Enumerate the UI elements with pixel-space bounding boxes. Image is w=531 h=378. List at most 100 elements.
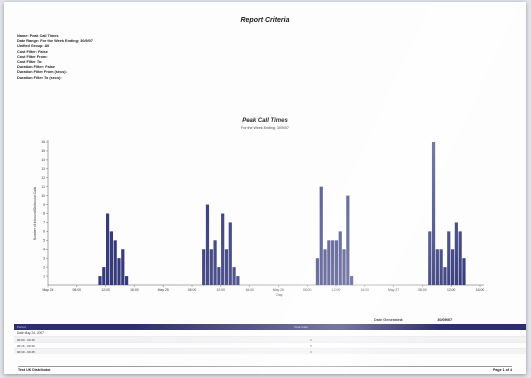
y-tick-label: 9 bbox=[43, 203, 45, 207]
bar-day4-2 bbox=[431, 142, 436, 285]
bar-day3-8 bbox=[342, 249, 346, 285]
x-tick-label: 08:00 bbox=[418, 288, 427, 292]
bar-day1-8 bbox=[125, 276, 129, 285]
bar-day3-6 bbox=[334, 240, 339, 285]
date-generated-row: Date Generated: 30/09/07 bbox=[374, 318, 452, 322]
criteria-unified-group: Unified Group: All bbox=[17, 44, 50, 49]
bar-day2-8 bbox=[228, 222, 232, 285]
x-tick-label: 08:00 bbox=[303, 288, 312, 292]
x-axis-title: Day bbox=[276, 293, 282, 297]
bar-day1-5 bbox=[113, 240, 117, 285]
bar-day3-7 bbox=[338, 231, 342, 285]
bar-day3-5 bbox=[331, 240, 335, 285]
y-tick-label: 11 bbox=[41, 185, 45, 189]
bar-day1-7 bbox=[121, 249, 125, 285]
x-tick-label: 16:00 bbox=[245, 288, 254, 292]
bar-day4-1 bbox=[428, 231, 432, 285]
y-tick-label: 2 bbox=[43, 265, 45, 269]
y-tick-label: 16 bbox=[41, 140, 45, 144]
x-tick-label: 08:00 bbox=[73, 288, 82, 292]
bar-day4-4 bbox=[439, 249, 443, 285]
bar-day1-4 bbox=[109, 231, 113, 285]
criteria-cost-filter-to: Cost Filter To: bbox=[17, 60, 43, 65]
y-tick-label: 15 bbox=[41, 149, 45, 153]
table-rows: 00:00 - 00:15 0 00:15 - 00:30 0 00:30 - … bbox=[14, 336, 526, 354]
criteria-date-range: Date Range: For the Week Ending: 30/9/07 bbox=[17, 39, 93, 44]
x-tick-label: May 26 bbox=[273, 288, 284, 292]
x-tick-label: 16:00 bbox=[476, 288, 485, 292]
bar-day3-4 bbox=[327, 240, 331, 285]
x-tick-label: May 27 bbox=[388, 288, 399, 292]
criteria-cost-filter: Cost Filter: False bbox=[17, 49, 48, 54]
bar-day4-10 bbox=[462, 258, 466, 285]
row-time: 00:30 - 00:45 bbox=[17, 349, 35, 354]
x-tick-label: 12:00 bbox=[101, 288, 110, 292]
chart-title: Peak Call Times bbox=[242, 118, 288, 124]
row-value: 0 bbox=[310, 337, 312, 342]
criteria-name: Name: Peak Call Times bbox=[17, 34, 59, 38]
bar-day2-6 bbox=[221, 213, 225, 285]
y-tick-label: 14 bbox=[41, 158, 45, 162]
y-tick-label: 3 bbox=[43, 256, 45, 260]
table-row: 00:30 - 00:45 0 bbox=[14, 348, 526, 354]
calls-table: Period Total Calls Date May 24, 2007 00:… bbox=[14, 324, 526, 354]
page-footer: Test UK Distributor Page 1 of 4 bbox=[18, 366, 512, 372]
x-tick-label: May 25 bbox=[158, 288, 169, 292]
y-tick-label: 4 bbox=[43, 247, 45, 251]
bar-day3-3 bbox=[323, 249, 327, 285]
y-tick-label: 6 bbox=[43, 230, 45, 234]
bar-day3-10 bbox=[350, 276, 354, 285]
bar-day2-4 bbox=[213, 240, 217, 285]
criteria-cost-filter-from: Cost Filter From: bbox=[17, 54, 48, 59]
bar-day4-7 bbox=[450, 249, 455, 285]
y-tick-label: 5 bbox=[43, 239, 45, 243]
date-generated-value: 30/09/07 bbox=[437, 318, 453, 322]
bar-day1-2 bbox=[102, 267, 106, 285]
bar-day4-8 bbox=[454, 222, 458, 285]
bar-day4-6 bbox=[447, 231, 451, 285]
x-tick-label: 12:00 bbox=[217, 288, 226, 292]
table-row: 00:00 - 00:15 0 bbox=[14, 336, 526, 342]
row-value: 0 bbox=[310, 343, 312, 348]
x-tick-label: 16:00 bbox=[130, 288, 139, 292]
bar-day1-1 bbox=[98, 276, 102, 285]
criteria-list: Name: Peak Call Times Date Range: For th… bbox=[17, 34, 93, 81]
bar-day1-6 bbox=[117, 258, 121, 285]
chart-subtitle: For the Week Ending: 30/9/07 bbox=[241, 126, 289, 130]
x-tick-label: 08:00 bbox=[188, 288, 197, 292]
footer-page-number: Page 1 of 4 bbox=[493, 368, 512, 372]
y-tick-label: 1 bbox=[43, 274, 45, 278]
x-tick-label: 12:00 bbox=[332, 288, 341, 292]
bar-day2-7 bbox=[224, 249, 229, 285]
bar-day3-1 bbox=[315, 258, 320, 285]
y-axis-title: Number of Inbound/Outbound Calls bbox=[33, 187, 37, 241]
bar-day2-2 bbox=[205, 204, 210, 285]
x-tick-label: May 24 bbox=[42, 288, 53, 292]
table-header-total: Total Calls bbox=[294, 325, 308, 329]
bar-day2-1 bbox=[202, 249, 206, 285]
bar-day2-5 bbox=[217, 267, 221, 285]
table-header: Period Total Calls bbox=[14, 324, 526, 330]
y-tick-label: 8 bbox=[43, 212, 45, 216]
table-group-row: Date May 24, 2007 bbox=[14, 330, 526, 336]
bar-day3-9 bbox=[346, 195, 350, 285]
table-header-period: Period bbox=[17, 325, 26, 329]
bar-day2-10 bbox=[236, 276, 240, 285]
criteria-duration-filter-to: Duration Filter To (secs): bbox=[17, 75, 62, 80]
report-title: Report Criteria bbox=[240, 17, 290, 24]
bar-day4-5 bbox=[443, 267, 447, 285]
report-page: Report Criteria Name: Peak Call Times Da… bbox=[4, 2, 526, 374]
bar-day1-3 bbox=[106, 213, 110, 285]
bar-day3-2 bbox=[319, 186, 323, 285]
bar-day2-9 bbox=[232, 267, 236, 285]
y-tick-label: 10 bbox=[41, 194, 45, 198]
bar-day2-3 bbox=[209, 249, 213, 285]
row-time: 00:15 - 00:30 bbox=[17, 343, 35, 348]
footer-company: Test UK Distributor bbox=[18, 368, 51, 372]
y-tick-label: 12 bbox=[41, 176, 45, 180]
criteria-duration-filter: Duration Filter: False bbox=[17, 65, 55, 70]
bar-day4-3 bbox=[435, 249, 439, 285]
y-tick-label: 13 bbox=[41, 167, 45, 171]
row-value: 0 bbox=[310, 349, 312, 354]
